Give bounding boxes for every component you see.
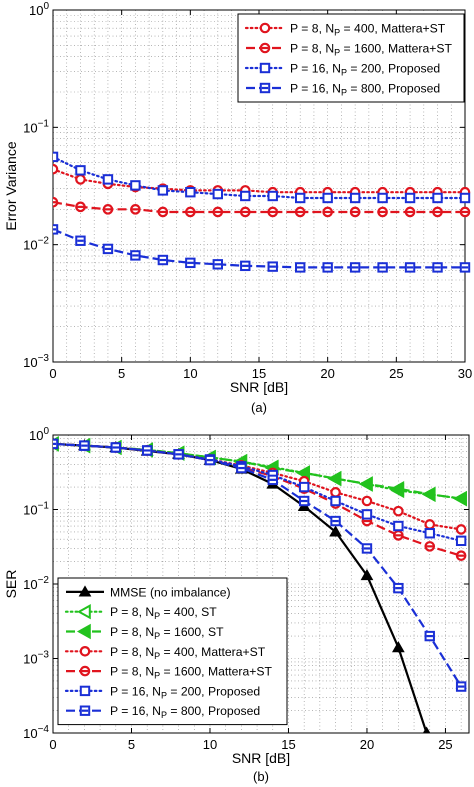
- x-tick-label: 10: [203, 737, 217, 752]
- series-b-5-point-11: [393, 520, 404, 532]
- series-line-a-2: [53, 155, 467, 200]
- legend-b: MMSE (no imbalance) P = 8, NP = 400, ST P …: [57, 577, 288, 726]
- y-tick-label: 100: [29, 426, 49, 443]
- legend-a: P = 8, NP = 400, Mattera+ST P = 8, NP = 1…: [237, 13, 465, 103]
- series-b-2-point-13: [453, 490, 467, 507]
- x-axis-label-b: SNR [dB]: [232, 750, 290, 766]
- legend-marker-b-5-point-0: [79, 685, 91, 697]
- series-line-a-0: [53, 168, 467, 194]
- series-a-2-point-8: [267, 190, 278, 202]
- series-line-b-6: [53, 442, 463, 688]
- x-tick-label: 0: [49, 366, 56, 381]
- legend-label-b-3: P = 8, NP = 400, Mattera+ST: [110, 645, 266, 661]
- x-tick-label: 30: [458, 366, 472, 381]
- x-tick-label: 0: [49, 737, 56, 752]
- x-tick-label: 15: [281, 737, 295, 752]
- series-b-0-point-9: [329, 525, 342, 537]
- series-b-2-point-9: [327, 470, 342, 487]
- panel-label-b: (b): [253, 769, 269, 784]
- series-b-0-point-12: [422, 726, 431, 733]
- legend-marker-b-3-point-0: [79, 645, 91, 657]
- series-line-a-1: [53, 201, 465, 214]
- series-b-2-point-8: [296, 465, 310, 481]
- legend-label-a-0: P = 8, NP = 400, Mattera+ST: [290, 22, 446, 38]
- series-b-5-point-10: [361, 509, 373, 520]
- x-tick-label: 15: [252, 366, 266, 381]
- series-b-5-point-8: [298, 481, 310, 493]
- chart-panel-a: 0 5 10 15 20 25 30 100 10−1 10−2 10−3 SNR [dB] Error…: [3, 1, 472, 415]
- y-tick-label: 10−3: [23, 353, 49, 370]
- series-a-2: [53, 151, 471, 204]
- series-b-3-point-12: [424, 519, 436, 530]
- panel-label-a: (a): [251, 400, 267, 415]
- legend-label-a-2: P = 16, NP = 200, Proposed: [290, 62, 440, 78]
- series-b-3-point-10: [361, 495, 373, 507]
- x-axis-label-a: SNR [dB]: [230, 379, 288, 395]
- legend-marker-b-1-point-0: [76, 604, 91, 620]
- y-tick-label: 10−2: [23, 575, 49, 592]
- series-a-2-point-9: [295, 192, 306, 204]
- series-b-0-point-11: [391, 641, 405, 653]
- chart-panel-b: 0 5 10 15 20 25 100 10−1 10−2 10−3 10−4 SNR [dB] SER…: [3, 426, 470, 784]
- series-b-2-point-10: [358, 476, 373, 492]
- y-axis-label-a: Error Variance: [3, 141, 19, 230]
- legend-label-a-1: P = 8, NP = 1600, Mattera+ST: [290, 42, 453, 58]
- y-tick-label: 10−4: [23, 724, 49, 741]
- legend-marker-a-2-point-0: [259, 62, 271, 74]
- legend-label-b-5: P = 16, NP = 200, Proposed: [110, 684, 260, 700]
- legend-marker-a-0-point-0: [259, 22, 271, 34]
- legend-label-a-3: P = 16, NP = 800, Proposed: [290, 82, 440, 98]
- series-a-2-point-4: [157, 185, 169, 196]
- series-b-2-point-11: [390, 481, 405, 497]
- series-a-2-point-10: [322, 192, 333, 204]
- series-a-1: [53, 196, 471, 218]
- series-a-2-point-7: [240, 190, 251, 202]
- x-tick-label: 10: [183, 366, 197, 381]
- legend-label-b-6: P = 16, NP = 800, Proposed: [110, 704, 260, 720]
- series-a-2-point-11: [349, 192, 361, 204]
- series-a-0-point-0: [53, 163, 59, 175]
- series-a-2-point-3: [130, 180, 141, 191]
- series-line-a-3: [53, 228, 465, 269]
- series-a-3: [53, 224, 471, 273]
- series-a-2-point-13: [404, 192, 416, 204]
- legend-label-b-1: P = 8, NP = 400, ST: [110, 605, 217, 621]
- legend-label-b-4: P = 8, NP = 1600, Mattera+ST: [110, 665, 273, 681]
- series-b-5-point-9: [330, 495, 341, 507]
- series-a-2-point-15: [459, 192, 471, 204]
- x-tick-label: 20: [360, 737, 374, 752]
- series-a-2-point-0: [53, 151, 59, 163]
- x-tick-label: 5: [128, 737, 135, 752]
- series-a-0-point-1: [75, 174, 86, 185]
- series-a-2-point-2: [102, 174, 114, 185]
- series-b-2-point-12: [421, 486, 436, 502]
- series-b-3-point-13: [455, 524, 467, 535]
- series-b-5-point-12: [424, 528, 435, 539]
- x-tick-label: 25: [438, 737, 452, 752]
- y-tick-label: 10−1: [23, 501, 49, 518]
- y-axis-label-b: SER: [3, 570, 19, 599]
- series-b-0-point-10: [360, 569, 374, 581]
- x-tick-label: 20: [320, 366, 334, 381]
- legend-label-b-2: P = 8, NP = 1600, ST: [110, 625, 224, 641]
- series-a-2-point-14: [432, 192, 443, 204]
- y-tick-label: 100: [29, 1, 49, 18]
- series-a-2-point-12: [377, 192, 388, 204]
- series-b-5-point-13: [455, 535, 467, 547]
- series-b-3-point-9: [330, 487, 341, 498]
- series-a-2-point-1: [75, 165, 86, 176]
- x-tick-label: 25: [389, 366, 403, 381]
- series-b-3-point-11: [393, 505, 404, 517]
- y-tick-label: 10−1: [23, 118, 49, 135]
- y-tick-label: 10−3: [23, 650, 49, 667]
- series-a-2-point-6: [212, 188, 224, 200]
- legend-label-b-0: MMSE (no imbalance): [110, 585, 231, 599]
- x-tick-label: 5: [118, 366, 125, 381]
- series-b-6: [53, 438, 467, 692]
- series-a-2-point-5: [185, 187, 196, 198]
- legend-marker-b-0-point-0: [78, 585, 92, 597]
- y-tick-label: 10−2: [23, 236, 49, 253]
- legend-marker-b-2-point-0: [76, 623, 91, 640]
